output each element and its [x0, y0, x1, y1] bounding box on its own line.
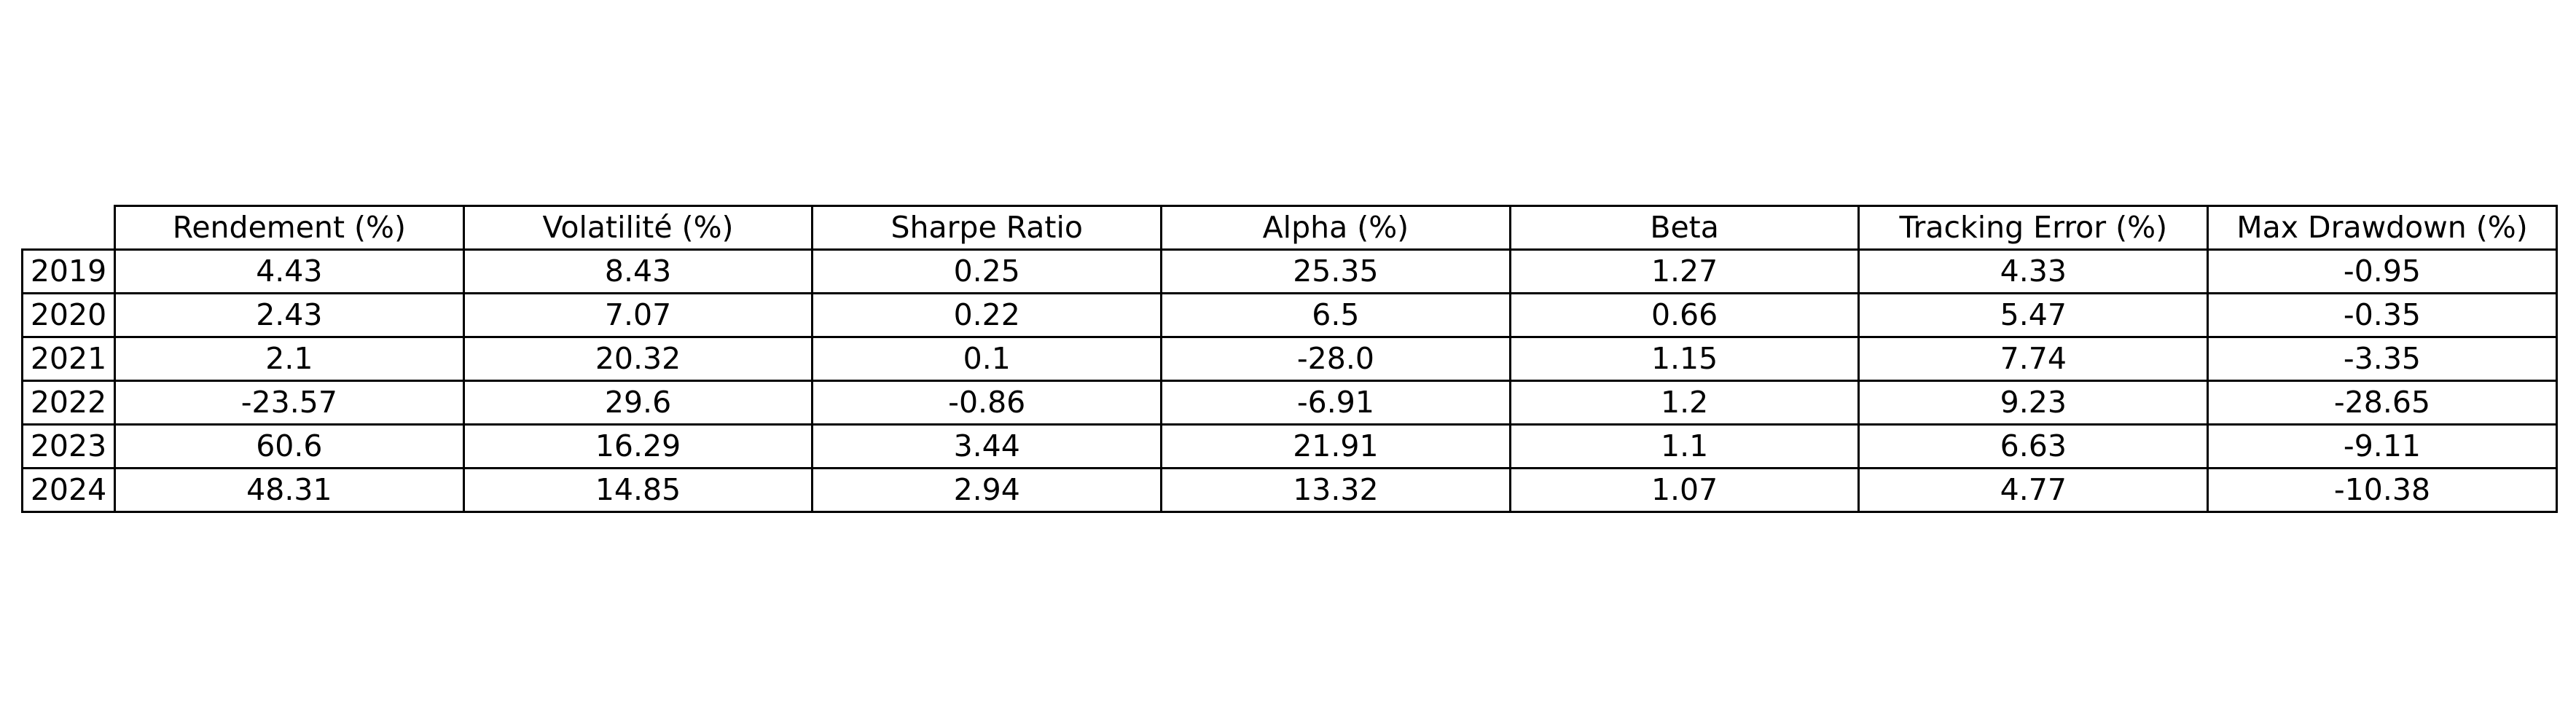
- cell-beta: 1.1: [1508, 423, 1860, 469]
- cell-alpha: 25.35: [1160, 248, 1511, 294]
- cell-max-drawdown: -0.35: [2207, 292, 2558, 338]
- cell-tracking-error: 4.77: [1857, 467, 2209, 513]
- cell-beta: 0.66: [1508, 292, 1860, 338]
- cell-sharpe-ratio: -0.86: [811, 380, 1163, 426]
- cell-rendement: 2.1: [114, 336, 465, 382]
- cell-max-drawdown: -0.95: [2207, 248, 2558, 294]
- cell-beta: 1.2: [1508, 380, 1860, 426]
- cell-alpha: -28.0: [1160, 336, 1511, 382]
- cell-beta: 1.27: [1508, 248, 1860, 294]
- cell-volatilite: 14.85: [462, 467, 814, 513]
- row-header-year: 2022: [21, 380, 116, 426]
- cell-rendement: -23.57: [114, 380, 465, 426]
- table-body: 2019 4.43 8.43 0.25 25.35 1.27 4.33 -0.95 2020 2.…: [21, 248, 2558, 513]
- column-header-tracking-error: Tracking Error (%): [1857, 205, 2209, 251]
- cell-alpha: 6.5: [1160, 292, 1511, 338]
- column-header-alpha: Alpha (%): [1160, 205, 1511, 251]
- header-row: Rendement (%) Volatilité (%) Sharpe Rati…: [23, 205, 2558, 251]
- column-header-sharpe-ratio: Sharpe Ratio: [811, 205, 1163, 251]
- cell-sharpe-ratio: 3.44: [811, 423, 1163, 469]
- cell-volatilite: 8.43: [462, 248, 814, 294]
- column-header-beta: Beta: [1508, 205, 1860, 251]
- cell-tracking-error: 4.33: [1857, 248, 2209, 294]
- cell-rendement: 60.6: [114, 423, 465, 469]
- cell-sharpe-ratio: 0.1: [811, 336, 1163, 382]
- column-header-volatilite: Volatilité (%): [462, 205, 814, 251]
- cell-max-drawdown: -10.38: [2207, 467, 2558, 513]
- cell-volatilite: 16.29: [462, 423, 814, 469]
- row-header-year: 2020: [21, 292, 116, 338]
- cell-sharpe-ratio: 0.22: [811, 292, 1163, 338]
- metrics-table: Rendement (%) Volatilité (%) Sharpe Rati…: [21, 205, 2558, 513]
- corner-cell: [23, 206, 115, 250]
- cell-beta: 1.15: [1508, 336, 1860, 382]
- cell-rendement: 2.43: [114, 292, 465, 338]
- cell-sharpe-ratio: 0.25: [811, 248, 1163, 294]
- row-header-year: 2024: [21, 467, 116, 513]
- cell-sharpe-ratio: 2.94: [811, 467, 1163, 513]
- row-header-year: 2019: [21, 248, 116, 294]
- cell-tracking-error: 9.23: [1857, 380, 2209, 426]
- column-header-rendement: Rendement (%): [114, 205, 465, 251]
- cell-tracking-error: 7.74: [1857, 336, 2209, 382]
- table-row: 2024 48.31 14.85 2.94 13.32 1.07 4.77 -10.38: [21, 467, 2558, 513]
- cell-alpha: 13.32: [1160, 467, 1511, 513]
- cell-alpha: -6.91: [1160, 380, 1511, 426]
- cell-rendement: 48.31: [114, 467, 465, 513]
- cell-max-drawdown: -3.35: [2207, 336, 2558, 382]
- table-row: 2020 2.43 7.07 0.22 6.5 0.66 5.47 -0.35: [21, 292, 2558, 338]
- column-header-max-drawdown: Max Drawdown (%): [2207, 205, 2558, 251]
- cell-volatilite: 20.32: [462, 336, 814, 382]
- table-row: 2019 4.43 8.43 0.25 25.35 1.27 4.33 -0.95: [21, 248, 2558, 294]
- cell-max-drawdown: -9.11: [2207, 423, 2558, 469]
- cell-rendement: 4.43: [114, 248, 465, 294]
- cell-alpha: 21.91: [1160, 423, 1511, 469]
- table-row: 2023 60.6 16.29 3.44 21.91 1.1 6.63 -9.11: [21, 423, 2558, 469]
- cell-beta: 1.07: [1508, 467, 1860, 513]
- row-header-year: 2021: [21, 336, 116, 382]
- table-row: 2021 2.1 20.32 0.1 -28.0 1.15 7.74 -3.35: [21, 336, 2558, 382]
- cell-volatilite: 7.07: [462, 292, 814, 338]
- cell-tracking-error: 5.47: [1857, 292, 2209, 338]
- table-row: 2022 -23.57 29.6 -0.86 -6.91 1.2 9.23 -28.65: [21, 380, 2558, 426]
- row-header-year: 2023: [21, 423, 116, 469]
- cell-max-drawdown: -28.65: [2207, 380, 2558, 426]
- cell-tracking-error: 6.63: [1857, 423, 2209, 469]
- cell-volatilite: 29.6: [462, 380, 814, 426]
